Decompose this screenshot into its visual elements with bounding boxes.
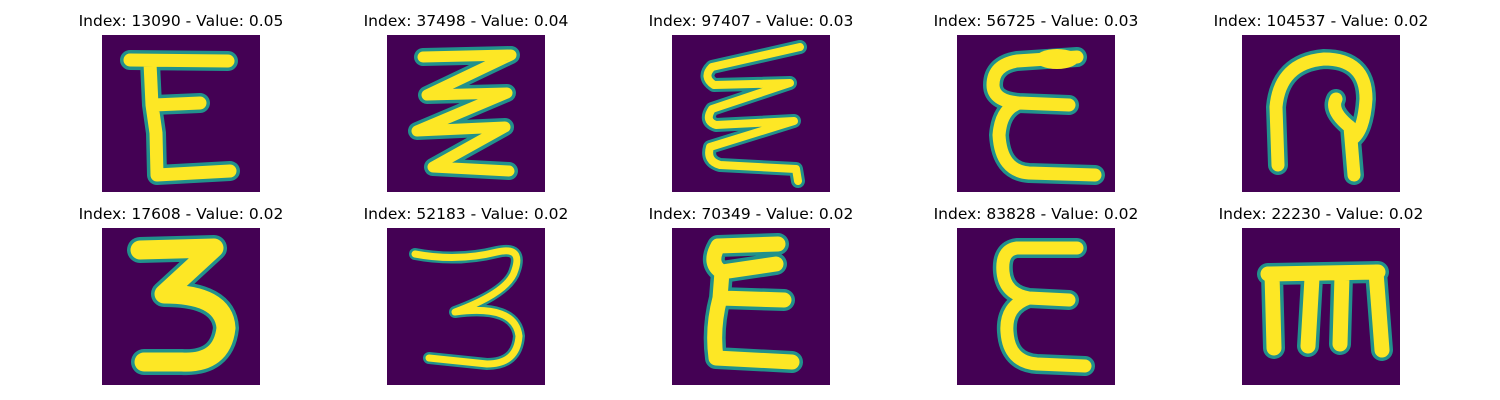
handwritten-digit-image: [1242, 35, 1400, 192]
panel-6: Index: 17608 - Value: 0.02: [39, 204, 323, 394]
panel-7: Index: 52183 - Value: 0.02: [324, 204, 608, 394]
handwritten-digit-image: [387, 228, 545, 385]
panel-title: Index: 104537 - Value: 0.02: [1213, 12, 1429, 30]
panel-title: Index: 56725 - Value: 0.03: [933, 12, 1139, 30]
panel-title: Index: 17608 - Value: 0.02: [78, 205, 284, 223]
panel-4: Index: 56725 - Value: 0.03: [894, 11, 1178, 201]
handwritten-digit-image: [102, 35, 260, 192]
handwritten-digit-image: [957, 35, 1115, 192]
panel-title: Index: 37498 - Value: 0.04: [363, 12, 569, 30]
handwritten-digit-image: [957, 228, 1115, 385]
panel-9: Index: 83828 - Value: 0.02: [894, 204, 1178, 394]
panel-1: Index: 13090 - Value: 0.05: [39, 11, 323, 201]
panel-title: Index: 22230 - Value: 0.02: [1218, 205, 1424, 223]
panel-10: Index: 22230 - Value: 0.02: [1179, 204, 1463, 394]
panel-title: Index: 97407 - Value: 0.03: [648, 12, 854, 30]
panel-8: Index: 70349 - Value: 0.02: [609, 204, 893, 394]
panel-title: Index: 52183 - Value: 0.02: [363, 205, 569, 223]
panel-2: Index: 37498 - Value: 0.04: [324, 11, 608, 201]
panel-title: Index: 70349 - Value: 0.02: [648, 205, 854, 223]
handwritten-digit-image: [387, 35, 545, 192]
panel-5: Index: 104537 - Value: 0.02: [1179, 11, 1463, 201]
handwritten-digit-image: [102, 228, 260, 385]
panel-title: Index: 83828 - Value: 0.02: [933, 205, 1139, 223]
handwritten-digit-image: [1242, 228, 1400, 385]
panel-title: Index: 13090 - Value: 0.05: [78, 12, 284, 30]
panel-3: Index: 97407 - Value: 0.03: [609, 11, 893, 201]
handwritten-digit-image: [672, 228, 830, 385]
handwritten-digit-image: [672, 35, 830, 192]
